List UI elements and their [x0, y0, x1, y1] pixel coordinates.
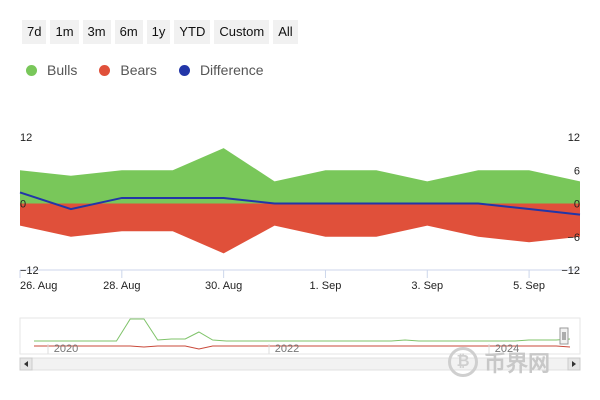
y-right-tick-label: 6: [574, 165, 580, 177]
range-button-3m[interactable]: 3m: [82, 20, 111, 44]
y-left-tick-label: 12: [20, 132, 32, 144]
series-line-difference: [19, 191, 581, 216]
range-button-6m[interactable]: 6m: [114, 20, 143, 44]
x-tick-label: 3. Sep: [411, 280, 443, 292]
scroll-left-arrow-icon: [24, 361, 28, 367]
legend-item-difference[interactable]: Difference: [178, 62, 264, 78]
x-tick-label: 28. Aug: [103, 280, 140, 292]
legend-label-bears: Bears: [120, 62, 157, 78]
x-tick-label: 26. Aug: [20, 280, 57, 292]
watermark-text: 币界网: [484, 351, 551, 376]
navigator-tick-label: 2024: [495, 343, 519, 355]
scroll-right-arrow-icon: [572, 361, 576, 367]
range-button-ytd[interactable]: YTD: [174, 20, 211, 44]
x-tick-label: 1. Sep: [310, 280, 342, 292]
legend: Bulls Bears Difference: [26, 62, 264, 78]
legend-label-difference: Difference: [199, 62, 264, 78]
navigator-tick-label: 2020: [54, 343, 78, 355]
navigator-frame: [19, 317, 581, 355]
range-button-1y[interactable]: 1y: [146, 20, 171, 44]
y-right-tick-label: 12: [568, 132, 580, 144]
series-area-bulls: [20, 148, 580, 204]
legend-item-bears[interactable]: Bears: [99, 62, 157, 78]
legend-item-bulls[interactable]: Bulls: [26, 62, 77, 78]
range-button-1m[interactable]: 1m: [50, 20, 79, 44]
y-left-tick-label: 0: [20, 199, 26, 211]
range-button-custom[interactable]: Custom: [214, 20, 270, 44]
navigator-tick-label: 2022: [275, 343, 299, 355]
y-right-tick-label: −12: [561, 265, 580, 277]
navigator-handle-right: [559, 327, 569, 345]
range-selector: 7d 1m 3m 6m 1y YTD Custom All: [22, 20, 298, 44]
range-button-all[interactable]: All: [273, 20, 298, 44]
x-tick-label: 30. Aug: [205, 280, 242, 292]
series-area-bears: [20, 203, 580, 254]
range-button-7d[interactable]: 7d: [22, 20, 47, 44]
y-right-tick-label: −6: [567, 232, 580, 244]
x-tick-label: 5. Sep: [513, 280, 545, 292]
navigator-series-bulls: [34, 318, 571, 342]
legend-dot-bears: [99, 64, 111, 76]
legend-dot-difference: [178, 64, 190, 76]
navigator-series-bears: [34, 345, 571, 350]
legend-dot-bulls: [26, 64, 37, 76]
legend-label-bulls: Bulls: [47, 62, 78, 78]
y-left-tick-label: −12: [20, 265, 39, 277]
watermark-logo-icon: ₿: [448, 347, 478, 377]
y-right-tick-label: 0: [574, 199, 580, 211]
watermark: ₿ 币界网: [448, 346, 550, 378]
